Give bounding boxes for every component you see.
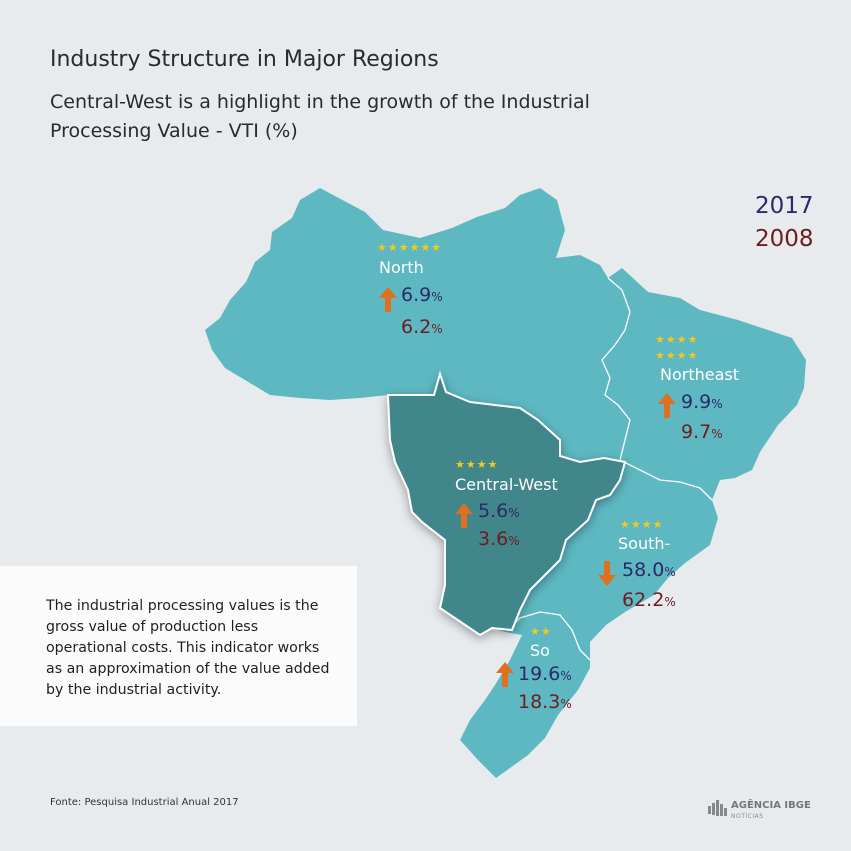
central-west-region bbox=[386, 370, 627, 637]
central-west-up-arrow-icon bbox=[455, 503, 473, 528]
legend-2017: 2017 bbox=[755, 193, 814, 219]
northeast-label: Northeast bbox=[660, 365, 740, 384]
northeast-stars-row1: ★★★★ bbox=[655, 333, 699, 346]
border-southeast-south bbox=[509, 611, 591, 661]
central-west-stars: ★★★★ bbox=[455, 458, 499, 471]
southeast-value-2017: 58.0% bbox=[622, 559, 676, 581]
border-north-northeast bbox=[601, 277, 631, 461]
border-northeast-southeast bbox=[619, 459, 713, 501]
north-label: North bbox=[379, 258, 424, 277]
southeast-label: South- bbox=[618, 534, 671, 553]
south-value-2008: 18.3% bbox=[518, 691, 572, 713]
north-up-arrow-icon bbox=[379, 287, 397, 312]
agencia-ibge-logo: AGÊNCIA IBGE NOTÍCIAS bbox=[708, 800, 811, 822]
south-label: So bbox=[530, 641, 550, 660]
ibge-logo-icon bbox=[708, 800, 727, 816]
logo-name: AGÊNCIA IBGE bbox=[731, 800, 811, 811]
page-subtitle: Central-West is a highlight in the growt… bbox=[50, 91, 590, 142]
north-value-2008: 6.2% bbox=[401, 316, 443, 338]
central-west-value-2017: 5.6% bbox=[478, 500, 520, 522]
southeast-down-arrow-icon bbox=[598, 561, 616, 586]
definition-note: The industrial processing values is the … bbox=[0, 566, 357, 726]
legend-2008: 2008 bbox=[755, 226, 814, 252]
source-caption: Fonte: Pesquisa Industrial Anual 2017 bbox=[50, 797, 239, 808]
central-west-value-2008: 3.6% bbox=[478, 528, 520, 550]
page-title: Industry Structure in Major Regions bbox=[50, 47, 439, 72]
southeast-stars: ★★★★ bbox=[620, 518, 664, 531]
logo-sub: NOTÍCIAS bbox=[731, 813, 764, 820]
north-value-2017: 6.9% bbox=[401, 284, 443, 306]
south-stars: ★★ bbox=[530, 625, 552, 638]
southeast-value-2008: 62.2% bbox=[622, 589, 676, 611]
northeast-value-2008: 9.7% bbox=[681, 421, 723, 443]
northeast-stars-row2: ★★★★ bbox=[655, 349, 699, 362]
northeast-value-2017: 9.9% bbox=[681, 391, 723, 413]
south-up-arrow-icon bbox=[496, 662, 514, 687]
northeast-up-arrow-icon bbox=[658, 393, 676, 418]
north-stars: ★★★★★★ bbox=[377, 241, 443, 254]
central-west-label: Central-West bbox=[455, 475, 558, 494]
south-value-2017: 19.6% bbox=[518, 663, 572, 685]
